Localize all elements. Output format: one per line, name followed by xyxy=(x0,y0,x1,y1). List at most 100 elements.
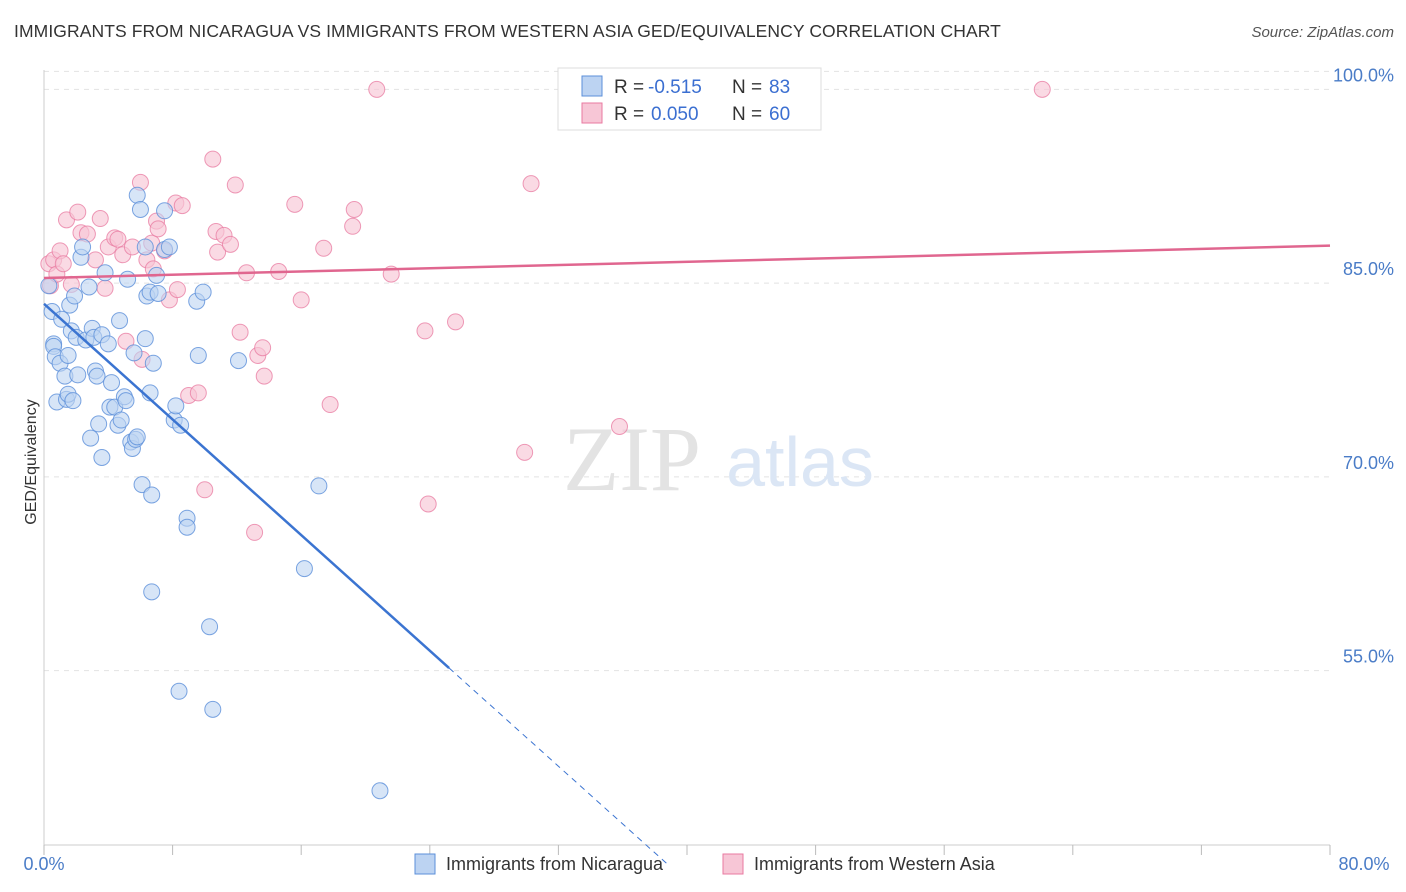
trend-line-western-asia xyxy=(43,244,1331,280)
data-point-nicaragua xyxy=(194,283,212,301)
data-point-nicaragua xyxy=(74,238,92,256)
data-point-nicaragua xyxy=(111,312,129,330)
data-point-western-asia xyxy=(344,217,362,235)
data-point-nicaragua xyxy=(131,201,149,218)
watermark: ZIP atlas xyxy=(563,408,874,510)
data-point-nicaragua xyxy=(136,330,154,348)
data-point-nicaragua xyxy=(69,366,87,384)
data-point-western-asia xyxy=(149,220,167,238)
data-point-nicaragua xyxy=(40,277,58,295)
legend-n-value-2: 60 xyxy=(769,104,790,125)
data-point-western-asia xyxy=(419,495,437,513)
data-point-nicaragua xyxy=(93,449,111,466)
data-point-nicaragua xyxy=(189,346,207,364)
data-point-western-asia xyxy=(189,384,207,402)
data-point-western-asia xyxy=(522,175,540,193)
bottom-legend-label-western-asia: Immigrants from Western Asia xyxy=(754,854,996,874)
data-point-nicaragua xyxy=(90,415,108,433)
bottom-legend: Immigrants from Nicaragua Immigrants fro… xyxy=(414,853,996,875)
y-tick-label: 55.0% xyxy=(1343,647,1394,667)
data-point-nicaragua xyxy=(144,354,162,372)
data-point-nicaragua xyxy=(125,344,143,362)
data-point-nicaragua xyxy=(310,477,328,495)
watermark-atlas: atlas xyxy=(726,423,874,501)
data-point-western-asia xyxy=(117,332,135,350)
legend-r-value-2: 0.050 xyxy=(651,104,699,125)
data-point-nicaragua xyxy=(99,335,117,353)
data-point-western-asia xyxy=(254,339,272,357)
legend-n-value-1: 83 xyxy=(769,77,790,98)
legend-swatch-western-asia xyxy=(581,102,603,124)
data-point-western-asia xyxy=(255,367,273,385)
legend: R = -0.515 N = 83 R = 0.050 N = 60 xyxy=(557,67,822,131)
source-label: Source: ZipAtlas.com xyxy=(1251,24,1394,41)
data-point-nicaragua xyxy=(170,682,188,700)
chart-title: IMMIGRANTS FROM NICARAGUA VS IMMIGRANTS … xyxy=(14,21,1001,41)
data-point-nicaragua xyxy=(167,397,185,415)
data-point-western-asia xyxy=(1033,80,1051,98)
data-point-western-asia xyxy=(231,323,249,341)
legend-n-label-1: N = xyxy=(732,77,762,98)
data-point-nicaragua xyxy=(201,618,219,636)
data-point-nicaragua xyxy=(136,238,154,256)
data-point-western-asia xyxy=(345,201,363,218)
data-point-western-asia xyxy=(209,243,227,261)
data-point-nicaragua xyxy=(96,264,114,282)
data-point-nicaragua xyxy=(112,411,130,429)
data-point-nicaragua xyxy=(178,518,196,536)
bottom-legend-label-nicaragua: Immigrants from Nicaragua xyxy=(446,854,664,874)
data-point-western-asia xyxy=(321,396,339,414)
data-point-western-asia xyxy=(292,291,310,309)
data-point-nicaragua xyxy=(80,278,98,296)
data-point-nicaragua xyxy=(204,700,222,718)
series-nicaragua-points xyxy=(40,186,389,800)
data-point-western-asia xyxy=(96,279,114,297)
data-point-nicaragua xyxy=(160,238,178,256)
data-point-nicaragua xyxy=(156,202,174,220)
trend-lines xyxy=(43,244,1331,865)
y-tick-labels: 55.0% 70.0% 85.0% 100.0% xyxy=(1333,65,1394,666)
data-point-western-asia xyxy=(204,150,222,168)
data-point-nicaragua xyxy=(128,428,146,446)
y-tick-label: 70.0% xyxy=(1343,453,1394,473)
watermark-zip: ZIP xyxy=(563,408,701,510)
x-tick-label-max: 80.0% xyxy=(1338,854,1389,874)
data-point-western-asia xyxy=(168,281,186,299)
data-point-nicaragua xyxy=(143,583,161,601)
grid-lines xyxy=(44,70,1330,672)
data-point-nicaragua xyxy=(143,486,161,504)
data-point-western-asia xyxy=(91,210,109,228)
data-point-western-asia xyxy=(315,239,333,257)
data-point-western-asia xyxy=(226,176,244,194)
data-point-western-asia xyxy=(368,80,386,98)
data-point-nicaragua xyxy=(59,346,77,364)
legend-r-label-1: R = xyxy=(614,77,644,98)
y-axis-label: GED/Equivalency xyxy=(23,399,40,524)
data-point-western-asia xyxy=(109,230,127,248)
series-western-asia-points xyxy=(40,80,1051,541)
trend-line-nicaragua-extension xyxy=(448,667,669,865)
y-tick-label: 100.0% xyxy=(1333,65,1394,85)
x-tick-label-min: 0.0% xyxy=(23,854,64,874)
data-point-nicaragua xyxy=(149,284,167,302)
trend-line-nicaragua xyxy=(43,302,450,669)
data-point-nicaragua xyxy=(88,367,106,385)
bottom-legend-swatch-western-asia xyxy=(722,853,744,875)
data-point-western-asia xyxy=(286,195,304,213)
data-point-western-asia xyxy=(221,235,239,253)
data-point-western-asia xyxy=(447,313,465,331)
data-point-nicaragua xyxy=(128,186,146,204)
legend-r-value-1: -0.515 xyxy=(648,77,702,98)
legend-swatch-nicaragua xyxy=(581,75,603,97)
data-point-nicaragua xyxy=(230,352,248,370)
data-point-western-asia xyxy=(516,443,534,461)
data-point-nicaragua xyxy=(119,270,137,288)
y-tick-label: 85.0% xyxy=(1343,259,1394,279)
data-point-western-asia xyxy=(196,481,214,499)
data-point-western-asia xyxy=(610,418,628,435)
data-point-western-asia xyxy=(54,255,72,273)
data-point-nicaragua xyxy=(64,392,82,410)
data-point-nicaragua xyxy=(103,374,121,392)
legend-r-label-2: R = xyxy=(614,104,644,125)
